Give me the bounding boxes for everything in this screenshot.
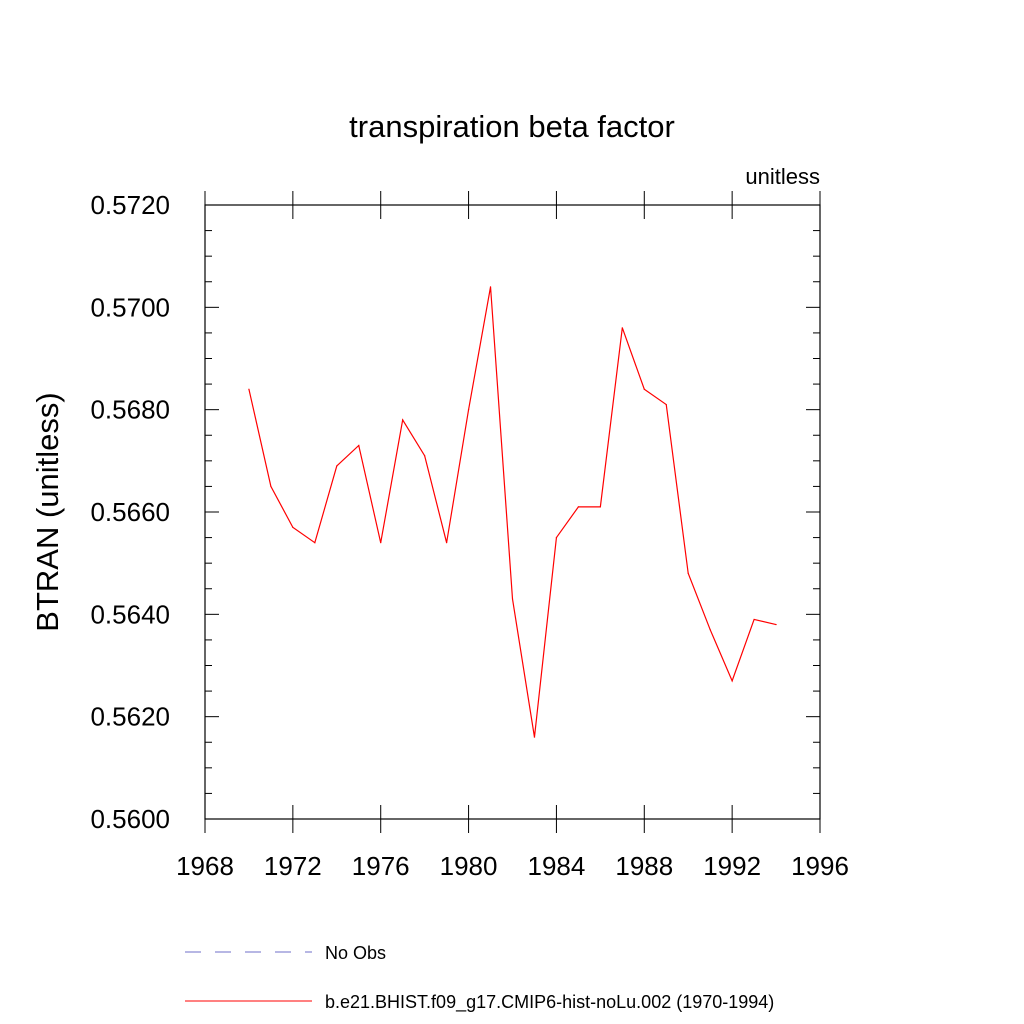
data-point [687, 572, 689, 575]
data-point [533, 736, 536, 738]
y-tick-label: 0.5720 [90, 190, 170, 220]
data-point [555, 536, 558, 539]
x-tick-label: 1972 [264, 851, 322, 881]
data-point [380, 542, 382, 544]
data-point [599, 506, 601, 508]
y-tick-label: 0.5660 [90, 497, 170, 527]
data-point [248, 388, 250, 390]
data-point [270, 485, 272, 488]
x-tick-label: 1968 [176, 851, 234, 881]
chart-title: transpiration beta factor [349, 109, 675, 144]
x-tick-label: 1980 [440, 851, 498, 881]
data-point [775, 623, 777, 626]
plot-frame [204, 204, 821, 820]
data-point [446, 542, 448, 544]
y-tick-label: 0.5600 [90, 804, 170, 834]
data-point [665, 403, 667, 406]
data-point [292, 526, 294, 528]
data-point [511, 598, 514, 600]
x-tick-label: 1984 [528, 851, 586, 881]
units-label: unitless [745, 164, 820, 189]
y-tick-label: 0.5620 [90, 702, 170, 732]
y-tick-label: 0.5680 [90, 395, 170, 425]
x-tick-label: 1992 [703, 851, 761, 881]
series-line [248, 286, 777, 738]
data-point [709, 629, 711, 631]
data-point [753, 618, 755, 621]
data-point [643, 388, 645, 390]
legend: No Obs b.e21.BHIST.f09_g17.CMIP6-hist-noL… [185, 943, 774, 1013]
legend-label: No Obs [325, 943, 386, 963]
data-point [621, 327, 623, 329]
y-tick-label: 0.5640 [90, 599, 170, 629]
legend-label: b.e21.BHIST.f09_g17.CMIP6-hist-noLu.002 … [325, 992, 774, 1013]
y-tick-label: 0.5700 [90, 292, 170, 322]
series-layer [248, 286, 777, 738]
y-axis-ticks: 0.5600 0.5620 0.5640 0.5660 0.5680 0.5700 0.57… [90, 190, 820, 834]
data-point [336, 465, 338, 467]
data-point [314, 542, 316, 544]
data-point [489, 286, 492, 288]
data-point [467, 409, 470, 411]
x-axis-ticks: 1968 1972 1976 1980 1984 1988 1992 1996 [176, 191, 849, 881]
data-point [731, 680, 733, 682]
data-point [402, 419, 404, 421]
data-point [358, 444, 360, 447]
x-tick-label: 1988 [615, 851, 673, 881]
x-tick-label: 1976 [352, 851, 410, 881]
x-tick-label: 1996 [791, 851, 849, 881]
data-point [577, 506, 579, 508]
y-axis-label: BTRAN (unitless) [30, 392, 65, 631]
data-point [424, 455, 426, 457]
